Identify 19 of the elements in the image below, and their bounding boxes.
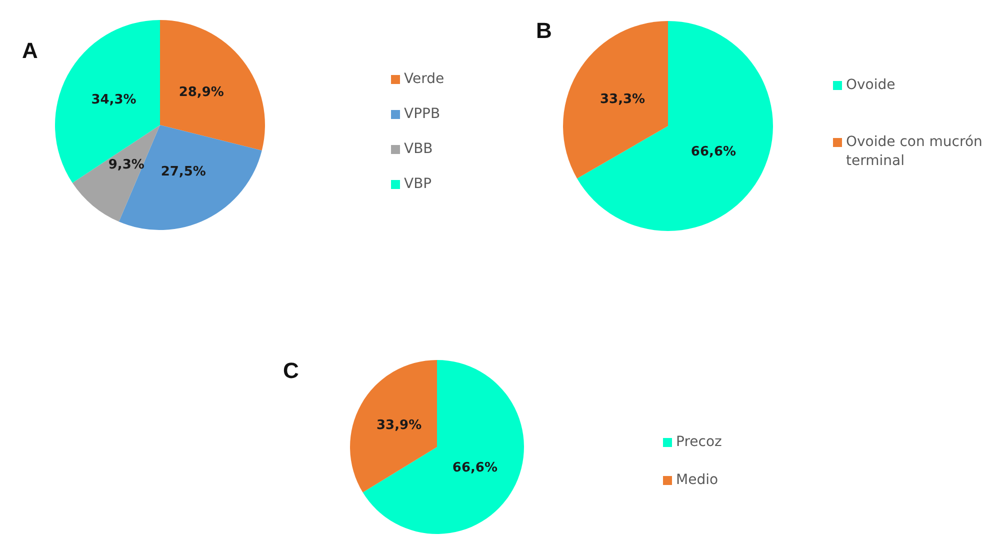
data-label: 66,6% bbox=[452, 460, 498, 476]
legend-label: VBP bbox=[404, 175, 432, 194]
legend-label: Ovoide bbox=[846, 76, 896, 95]
chart-title: B bbox=[536, 18, 552, 44]
data-label: 9,3% bbox=[108, 158, 144, 173]
data-label: 66,6% bbox=[690, 144, 736, 160]
legend-label: Precoz bbox=[676, 433, 722, 452]
legend-label: Verde bbox=[404, 70, 444, 89]
legend-label: VBB bbox=[404, 140, 433, 159]
data-label: 28,9% bbox=[178, 85, 224, 100]
chart-title: C bbox=[283, 358, 299, 384]
text: A bbox=[22, 38, 38, 64]
data-label: 34,3% bbox=[91, 92, 136, 108]
legend-label: VPPB bbox=[404, 105, 440, 124]
data-label: 27,5% bbox=[160, 164, 206, 180]
legend-label: Medio bbox=[676, 471, 718, 490]
data-label: 33,9% bbox=[376, 418, 422, 434]
legend-label: Ovoide con mucrón terminal bbox=[846, 133, 984, 171]
data-label: 33,3% bbox=[600, 92, 646, 108]
